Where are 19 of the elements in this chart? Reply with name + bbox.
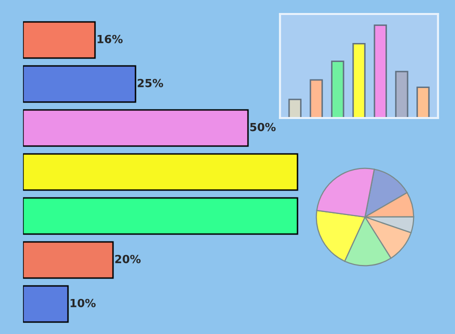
data-label: 20% <box>115 254 141 264</box>
bar <box>288 98 302 118</box>
bar <box>23 21 96 59</box>
bar <box>23 241 114 279</box>
bar <box>23 109 249 147</box>
bar <box>352 43 366 118</box>
data-label: 10% <box>70 298 96 308</box>
bar <box>331 60 344 118</box>
bar <box>310 79 323 118</box>
data-label: 50% <box>250 122 276 132</box>
bar <box>395 70 408 118</box>
data-label: 16% <box>98 34 123 44</box>
data-label: 25% <box>138 78 164 88</box>
bar <box>23 197 298 235</box>
bar <box>374 24 387 118</box>
bar <box>23 285 69 323</box>
bar <box>416 86 430 118</box>
bar <box>23 65 136 103</box>
bar <box>23 153 298 191</box>
